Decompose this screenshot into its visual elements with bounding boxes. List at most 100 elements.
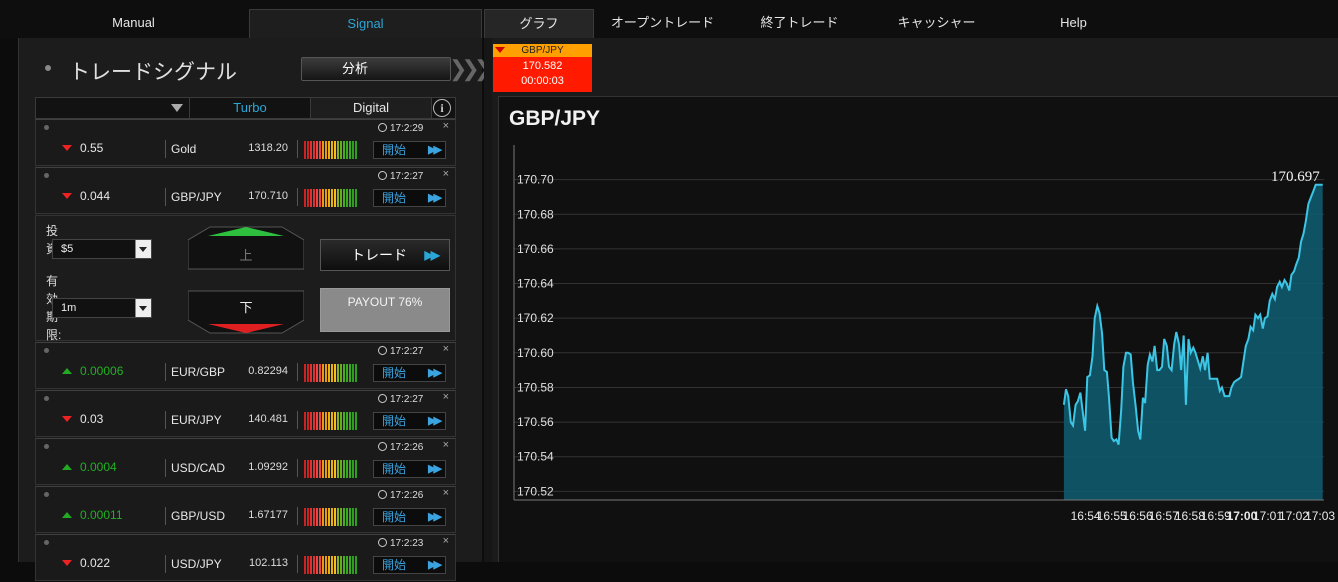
- start-button-label: 開始: [382, 462, 407, 476]
- fast-forward-icon: ▶▶: [428, 415, 442, 427]
- divider: [297, 459, 298, 477]
- top-navigation: Manual Signal グラフ オープントレード 終了トレード キャッシャー…: [0, 0, 1338, 38]
- chart-title: GBP/JPY: [509, 107, 601, 130]
- signal-strength-meter: [304, 460, 357, 478]
- clock-icon: [378, 538, 387, 547]
- close-icon[interactable]: ×: [442, 343, 449, 355]
- signal-time: 17:2:29: [378, 123, 423, 134]
- signal-strength-meter: [304, 189, 357, 207]
- close-icon[interactable]: ×: [442, 120, 449, 132]
- tab-graph[interactable]: グラフ: [484, 9, 594, 38]
- x-tick-label: 16:54: [1071, 509, 1101, 523]
- close-icon[interactable]: ×: [442, 535, 449, 547]
- close-icon[interactable]: ×: [442, 391, 449, 403]
- signal-change: 0.03: [80, 412, 104, 426]
- ticker-countdown: 00:00:03: [521, 75, 564, 87]
- tab-cashier[interactable]: キャッシャー: [897, 15, 976, 30]
- signal-time: 17:2:27: [378, 346, 423, 357]
- start-button[interactable]: 開始 ▶▶: [373, 141, 446, 159]
- left-tab-bar: Manual Signal: [18, 9, 482, 38]
- close-icon[interactable]: ×: [442, 487, 449, 499]
- trade-button-label: トレード: [351, 247, 407, 263]
- tab-open-trades[interactable]: オープントレード: [610, 15, 715, 30]
- start-button[interactable]: 開始 ▶▶: [373, 508, 446, 526]
- signal-time: 17:2:26: [378, 490, 423, 501]
- signal-asset: EUR/GBP: [171, 365, 226, 379]
- signal-time: 17:2:23: [378, 538, 423, 549]
- signal-price: 140.481: [248, 413, 288, 425]
- chart-panel: GBP/JPY 170.582 00:00:03 170.52 170.54 170…: [492, 38, 1338, 562]
- start-button-label: 開始: [382, 191, 407, 205]
- tab-manual[interactable]: Manual: [112, 15, 155, 30]
- divider: [297, 140, 298, 158]
- chevron-down-icon[interactable]: [135, 299, 151, 317]
- signal-panel: トレードシグナル 分析 ❯❯❯ Turbo Digital i 17:2:29 ×…: [18, 38, 492, 581]
- put-down-button[interactable]: 下: [187, 290, 305, 334]
- signal-change: 0.044: [80, 189, 111, 203]
- divider: [297, 411, 298, 429]
- bullet-icon: [44, 125, 49, 130]
- clock-icon: [378, 123, 387, 132]
- tab-closed-trades[interactable]: 終了トレード: [760, 15, 839, 30]
- signal-asset: USD/JPY: [171, 557, 222, 571]
- price-chart: 170.52 170.54 170.56 170.58 170.60 170.62 170.…: [498, 96, 1338, 562]
- signal-asset: EUR/JPY: [171, 413, 222, 427]
- bullet-icon: [44, 540, 49, 545]
- start-button[interactable]: 開始 ▶▶: [373, 189, 446, 207]
- ticker-price: 170.582: [522, 60, 563, 72]
- close-icon[interactable]: ×: [442, 439, 449, 451]
- analysis-button[interactable]: 分析: [301, 57, 451, 81]
- start-button[interactable]: 開始 ▶▶: [373, 364, 446, 382]
- signal-asset: GBP/JPY: [171, 190, 222, 204]
- divider: [165, 188, 166, 206]
- x-tick-label: 17:02: [1279, 509, 1309, 523]
- signal-change: 0.0004: [80, 460, 117, 474]
- signal-row: 17:2:27 × 0.00006 EUR/GBP 0.82294 開始 ▶▶: [35, 342, 456, 389]
- signal-change: 0.55: [80, 141, 104, 155]
- invest-amount-value: $5: [61, 243, 74, 255]
- tab-digital[interactable]: Digital: [311, 98, 432, 118]
- signal-time-text: 17:2:27: [390, 171, 424, 182]
- asset-filter-dropdown[interactable]: [36, 98, 190, 118]
- signal-price: 1.67177: [248, 509, 288, 521]
- tab-help[interactable]: Help: [1060, 15, 1087, 30]
- ticker-pair: GBP/JPY: [521, 45, 564, 56]
- fast-forward-icon: ▶▶: [428, 192, 442, 204]
- panel-title: トレードシグナル: [69, 61, 237, 84]
- start-button[interactable]: 開始 ▶▶: [373, 460, 446, 478]
- invest-amount-select[interactable]: $5: [52, 239, 152, 259]
- divider: [165, 507, 166, 525]
- info-icon[interactable]: i: [433, 99, 451, 117]
- panel-header: トレードシグナル 分析 ❯❯❯: [19, 38, 492, 96]
- expiry-select[interactable]: 1m: [52, 298, 152, 318]
- up-arrow-icon: [62, 368, 72, 374]
- signal-strength-meter: [304, 556, 357, 574]
- trade-button[interactable]: トレード ▶▶: [320, 239, 450, 271]
- down-arrow-icon: [495, 47, 505, 53]
- start-button-label: 開始: [382, 510, 407, 524]
- chevron-down-icon[interactable]: [135, 240, 151, 258]
- call-up-button[interactable]: 上: [187, 226, 305, 270]
- y-tick-label: 170.58: [517, 380, 554, 394]
- start-button-label: 開始: [382, 558, 407, 572]
- signal-time: 17:2:27: [378, 171, 423, 182]
- clock-icon: [378, 171, 387, 180]
- clock-icon: [378, 394, 387, 403]
- start-button[interactable]: 開始 ▶▶: [373, 412, 446, 430]
- asset-ticker[interactable]: GBP/JPY 170.582 00:00:03: [493, 44, 592, 92]
- signal-time-text: 17:2:27: [390, 346, 424, 357]
- divider: [297, 555, 298, 573]
- close-icon[interactable]: ×: [442, 168, 449, 180]
- clock-icon: [378, 490, 387, 499]
- tab-signal[interactable]: Signal: [249, 9, 482, 38]
- payout-badge: PAYOUT 76%: [320, 288, 450, 332]
- bullet-icon: [44, 396, 49, 401]
- y-tick-label: 170.64: [517, 277, 554, 291]
- clock-icon: [378, 442, 387, 451]
- signal-time-text: 17:2:23: [390, 538, 424, 549]
- tab-turbo[interactable]: Turbo: [190, 98, 311, 118]
- start-button[interactable]: 開始 ▶▶: [373, 556, 446, 574]
- signal-strength-meter: [304, 412, 357, 430]
- signal-row: 17:2:26 × 0.0004 USD/CAD 1.09292 開始 ▶▶: [35, 438, 456, 485]
